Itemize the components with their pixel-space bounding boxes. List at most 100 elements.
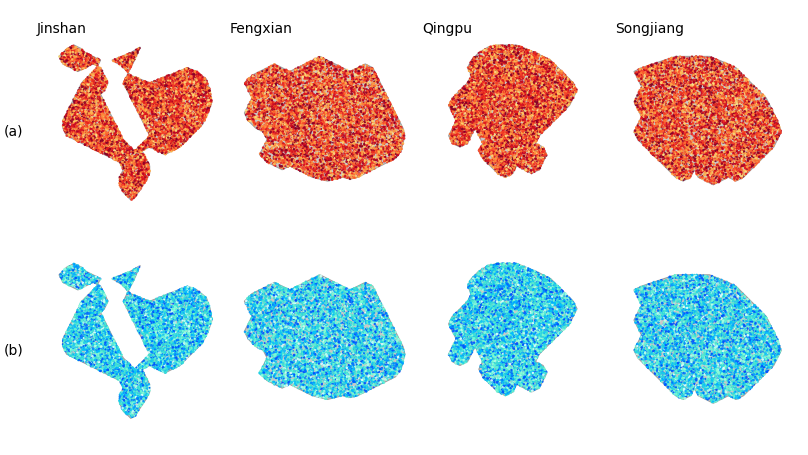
Point [668, 388, 681, 395]
Point [299, 360, 312, 368]
Point [295, 375, 308, 382]
Point [560, 100, 573, 107]
Point [713, 355, 726, 362]
Point [114, 155, 127, 162]
Point [668, 158, 681, 166]
Point [123, 179, 136, 187]
Point [504, 97, 517, 105]
Point [478, 75, 491, 82]
Point [137, 172, 149, 179]
Point [179, 132, 192, 140]
Point [182, 317, 195, 324]
Point [141, 317, 154, 324]
Point [728, 309, 741, 316]
Point [490, 295, 503, 302]
Point [730, 176, 743, 183]
Point [705, 328, 718, 335]
Point [179, 291, 191, 298]
Point [198, 299, 211, 306]
Point [533, 122, 546, 129]
Point [710, 381, 723, 389]
Point [368, 145, 381, 152]
Point [469, 106, 482, 114]
Point [177, 138, 190, 146]
Point [81, 79, 94, 86]
Point [684, 138, 696, 145]
Point [707, 346, 720, 353]
Point [71, 337, 84, 344]
Point [666, 107, 679, 115]
Point [66, 267, 79, 274]
Point [529, 359, 542, 367]
Point [690, 377, 703, 384]
Point [158, 360, 170, 368]
Point [120, 387, 133, 394]
Point [646, 81, 659, 88]
Point [331, 317, 344, 324]
Point [145, 341, 158, 349]
Point [156, 321, 169, 328]
Point [710, 93, 723, 100]
Point [642, 337, 654, 344]
Point [505, 346, 518, 354]
Point [479, 127, 492, 135]
Point [326, 295, 339, 302]
Point [253, 70, 266, 77]
Point [503, 313, 516, 320]
Point [699, 75, 712, 82]
Point [726, 76, 739, 83]
Point [747, 112, 760, 120]
Point [758, 345, 771, 352]
Point [476, 72, 489, 80]
Point [478, 82, 491, 89]
Point [739, 351, 751, 359]
Point [693, 173, 706, 181]
Point [480, 144, 493, 151]
Point [748, 350, 761, 358]
Point [255, 294, 267, 301]
Point [138, 98, 151, 106]
Point [158, 349, 170, 356]
Point [284, 333, 297, 340]
Point [137, 324, 149, 331]
Point [508, 298, 521, 306]
Point [472, 289, 485, 296]
Point [356, 148, 368, 155]
Point [496, 65, 509, 72]
Point [635, 308, 648, 316]
Point [111, 125, 124, 132]
Point [658, 96, 671, 104]
Point [546, 329, 559, 336]
Point [154, 337, 166, 344]
Point [259, 71, 271, 78]
Point [713, 377, 726, 384]
Point [555, 324, 568, 331]
Point [69, 313, 82, 320]
Point [255, 80, 267, 87]
Point [750, 153, 763, 161]
Point [655, 327, 668, 334]
Point [379, 357, 392, 364]
Point [328, 329, 341, 336]
Point [741, 339, 754, 346]
Point [537, 85, 550, 92]
Point [123, 405, 136, 412]
Point [527, 314, 540, 321]
Point [461, 334, 473, 341]
Point [482, 72, 494, 79]
Point [666, 69, 679, 76]
Point [699, 359, 712, 367]
Point [638, 122, 651, 129]
Point [553, 292, 566, 299]
Point [175, 138, 187, 145]
Point [490, 54, 503, 61]
Point [444, 349, 457, 356]
Point [75, 306, 88, 313]
Point [655, 324, 668, 331]
Point [696, 383, 709, 390]
Point [323, 67, 336, 74]
Point [670, 382, 683, 389]
Point [155, 303, 168, 310]
Point [327, 99, 340, 106]
Point [685, 314, 698, 322]
